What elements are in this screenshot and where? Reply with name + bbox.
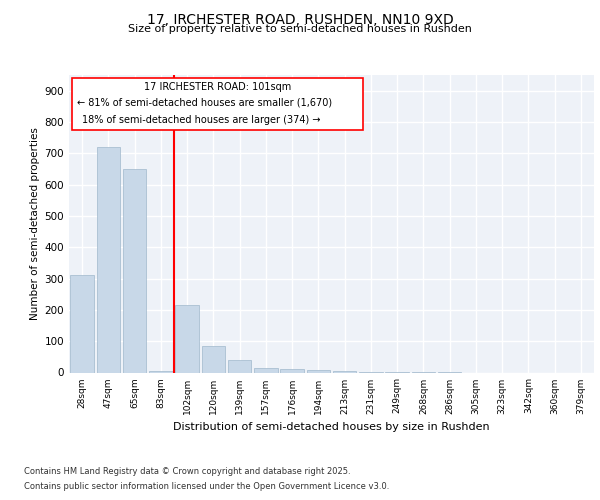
Bar [202, 346, 225, 372]
FancyBboxPatch shape [71, 78, 363, 130]
Bar [254, 368, 278, 372]
Text: Size of property relative to semi-detached houses in Rushden: Size of property relative to semi-detach… [128, 24, 472, 34]
Text: Contains public sector information licensed under the Open Government Licence v3: Contains public sector information licen… [24, 482, 389, 491]
Text: 17, IRCHESTER ROAD, RUSHDEN, NN10 9XD: 17, IRCHESTER ROAD, RUSHDEN, NN10 9XD [146, 12, 454, 26]
Bar [307, 370, 330, 372]
Bar [280, 370, 304, 372]
Bar [149, 371, 173, 372]
Text: ← 81% of semi-detached houses are smaller (1,670): ← 81% of semi-detached houses are smalle… [77, 98, 332, 108]
Bar [70, 276, 94, 372]
Bar [123, 169, 146, 372]
Bar [175, 305, 199, 372]
Text: Contains HM Land Registry data © Crown copyright and database right 2025.: Contains HM Land Registry data © Crown c… [24, 467, 350, 476]
X-axis label: Distribution of semi-detached houses by size in Rushden: Distribution of semi-detached houses by … [173, 422, 490, 432]
Bar [97, 147, 120, 372]
Bar [333, 371, 356, 372]
Text: 18% of semi-detached houses are larger (374) →: 18% of semi-detached houses are larger (… [82, 114, 320, 124]
Bar [228, 360, 251, 372]
Y-axis label: Number of semi-detached properties: Number of semi-detached properties [31, 128, 40, 320]
Text: 17 IRCHESTER ROAD: 101sqm: 17 IRCHESTER ROAD: 101sqm [143, 82, 291, 92]
